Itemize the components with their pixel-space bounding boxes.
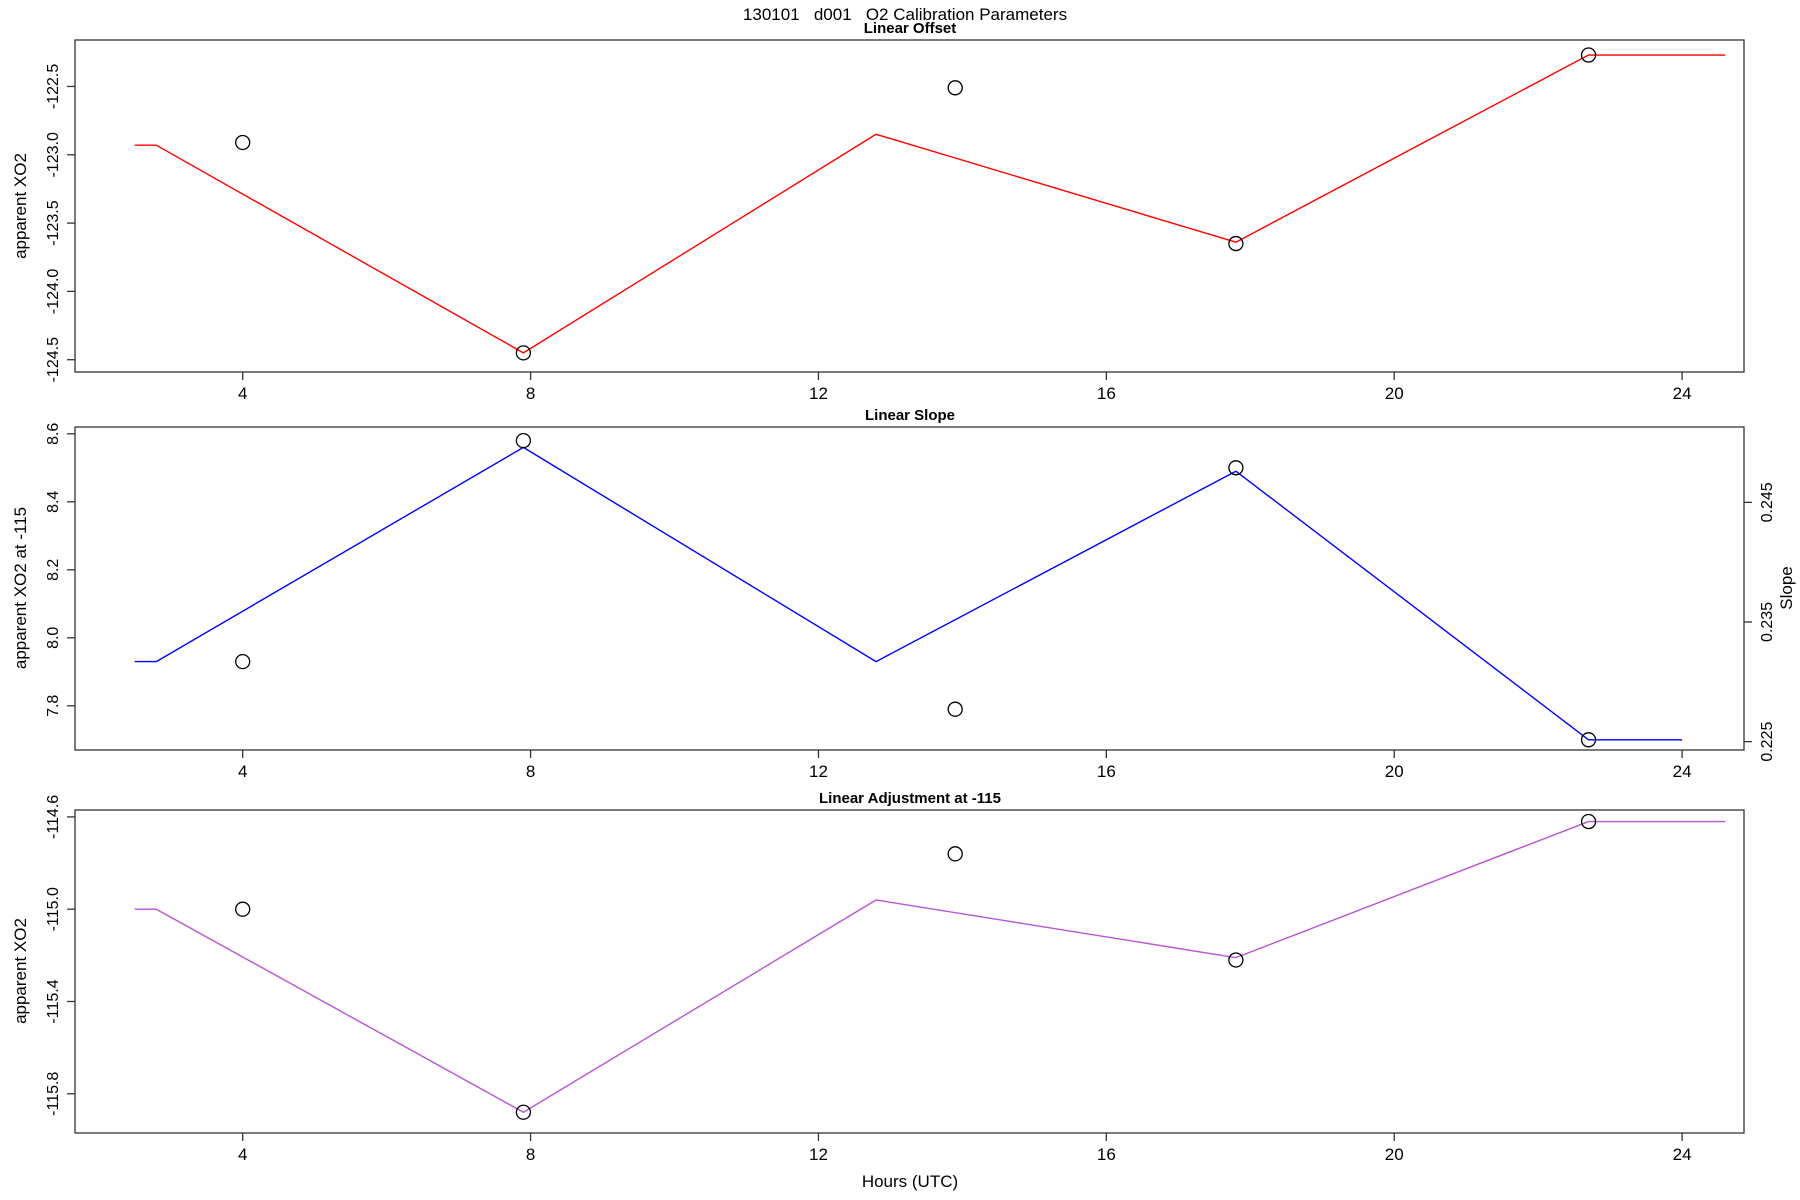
data-point [235,653,251,670]
figure-title: 130101 d001 O2 Calibration Parameters [742,5,1068,24]
data-point [515,1104,532,1120]
panel-title-linear-offset: Linear Offset [863,20,957,37]
y-tick-label: -124.0 [45,269,62,314]
x-tick-label: 24 [1673,384,1692,403]
y-tick-label: -115.4 [45,979,62,1023]
right-y-tick-label: 0.225 [1759,722,1776,762]
x-tick-label: 24 [1673,762,1692,781]
series-line-2 [134,820,1726,1113]
x-tick-label: 4 [238,384,247,403]
x-axis-label: Hours (UTC) [861,1172,959,1191]
data-point [515,345,532,361]
x-tick-label: 24 [1673,1145,1692,1164]
x-tick-label: 8 [526,1145,535,1164]
panel-title-linear-slope: Linear Slope [864,407,956,424]
x-tick-label: 4 [238,1145,247,1164]
data-point [235,901,251,917]
data-point [515,432,532,449]
panel-title-linear-adjustment: Linear Adjustment at -115 [819,790,1001,807]
series-line-1 [134,446,1683,741]
y-tick-label: -124.5 [45,337,62,382]
data-point [1580,813,1597,830]
series-line-0 [134,54,1726,354]
data-point [1580,732,1597,748]
x-tick-label: 16 [1097,762,1116,781]
panel-border-2 [74,809,1745,1134]
panel-border-0 [74,39,1745,373]
y-tick-label: 8.2 [45,559,62,581]
data-point [947,701,963,717]
x-tick-label: 12 [809,384,828,403]
x-tick-label: 8 [526,762,535,781]
y-tick-label: -122.5 [45,64,62,109]
right-y-tick-label: 0.235 [1759,602,1776,642]
x-tick-label: 12 [809,762,828,781]
data-point [947,80,963,96]
y-tick-label: 7.8 [45,695,62,717]
x-tick-label: 4 [238,762,247,781]
data-point [1228,235,1244,252]
data-point [1228,460,1244,476]
x-tick-label: 20 [1385,762,1404,781]
data-point [1228,952,1244,968]
y-tick-label: -123.5 [45,200,62,245]
x-tick-label: 8 [526,384,535,403]
y-tick-label: -115.0 [45,887,62,931]
y-tick-label: -115.8 [45,1072,62,1116]
y-tick-label: 8.6 [45,423,62,445]
y-tick-label: -114.6 [45,795,62,839]
x-tick-label: 20 [1385,1145,1404,1164]
x-tick-label: 20 [1385,384,1404,403]
right-y-tick-label: 0.245 [1759,482,1776,522]
x-tick-label: 16 [1097,384,1116,403]
panel-border-1 [74,426,1745,751]
y-tick-label: 8.0 [45,627,62,649]
y-tick-label: 8.4 [45,491,62,513]
data-point [947,846,963,862]
data-point [1580,47,1597,63]
y-tick-label: -123.0 [45,132,62,177]
x-tick-label: 12 [809,1145,828,1164]
data-point [235,134,251,151]
x-tick-label: 16 [1097,1145,1116,1164]
